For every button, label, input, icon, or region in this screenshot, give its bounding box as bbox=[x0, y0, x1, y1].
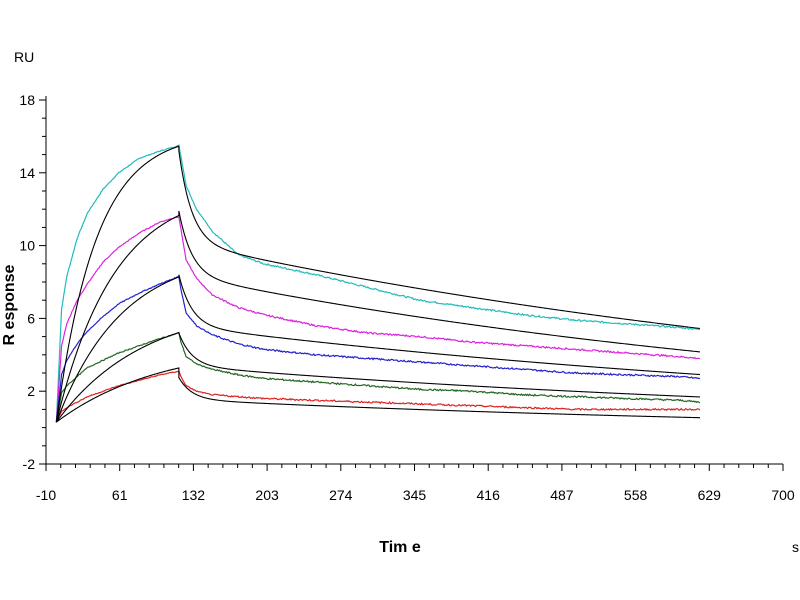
x-axis-title: Tim e bbox=[379, 539, 421, 556]
fit-layer bbox=[55, 145, 701, 423]
fit-curve-3 bbox=[55, 274, 700, 423]
sensorgram-series-5 bbox=[55, 370, 701, 423]
x-tick-label: 416 bbox=[477, 487, 501, 503]
axes-layer: -2 2 6 10 14 18 -10 61 132 203 274 345 416 487 558 629 7… bbox=[19, 92, 794, 503]
y-tick-label: 14 bbox=[19, 165, 35, 181]
sensorgram-series-1 bbox=[55, 144, 701, 423]
fit-curve-1 bbox=[55, 145, 701, 423]
sensorgram-series-2 bbox=[55, 215, 701, 423]
x-tick-label: 274 bbox=[329, 487, 353, 503]
x-tick-label: 629 bbox=[698, 487, 722, 503]
fit-curve-5 bbox=[56, 367, 700, 423]
x-tick-label: 132 bbox=[182, 487, 206, 503]
sensorgram-series-4 bbox=[55, 331, 701, 422]
x-tick-label: 345 bbox=[403, 487, 427, 503]
x-unit-label: s bbox=[792, 539, 799, 555]
y-tick-label: 18 bbox=[19, 92, 35, 108]
x-tick-label: 487 bbox=[550, 487, 574, 503]
y-tick-label: 2 bbox=[27, 383, 35, 399]
y-tick-label: -2 bbox=[23, 456, 36, 472]
fit-curve-2 bbox=[55, 210, 701, 423]
sensorgram-series-3 bbox=[55, 276, 701, 422]
x-tick-label: -10 bbox=[36, 487, 56, 503]
x-tick-label: 700 bbox=[771, 487, 795, 503]
y-unit-label: RU bbox=[14, 49, 34, 65]
y-tick-label: 6 bbox=[27, 310, 35, 326]
y-axis-title: R esponse bbox=[1, 264, 18, 345]
y-tick-label: 10 bbox=[19, 238, 35, 254]
x-tick-label: 203 bbox=[255, 487, 279, 503]
fit-curve-4 bbox=[55, 331, 700, 423]
x-tick-label: 61 bbox=[112, 487, 128, 503]
series-layer bbox=[55, 144, 701, 423]
x-tick-label: 558 bbox=[624, 487, 648, 503]
